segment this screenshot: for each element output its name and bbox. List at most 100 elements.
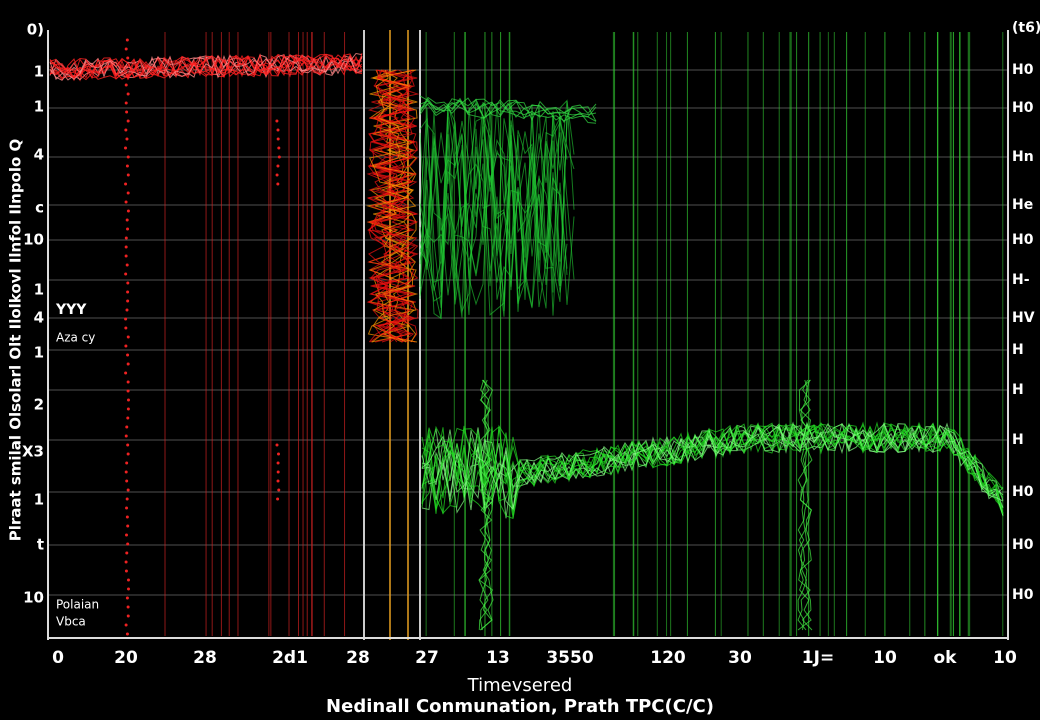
labels: 0) 1 1 4 c 10 1 4 1 2 X3 1 t 10 (t6) H0 H0 Hn He H0 H- HV H H H H… [22,20,1040,668]
trace [797,379,811,631]
dot [125,137,129,141]
dot [126,191,130,195]
left-axis-title: Plraat smilal Olsolarl Olt Ilolkovl Ilnf… [7,139,25,542]
trace [419,106,568,308]
traces [49,52,1004,631]
left-tick-label: 1 [34,281,44,299]
dot [126,92,130,96]
left-tick-label: 1 [34,63,44,81]
right-tick-label: H0 [1012,100,1034,116]
bottom-tick-label: 20 [114,648,138,668]
trace [419,121,575,309]
trace [421,423,1004,514]
trace [419,126,568,320]
dot [125,596,129,600]
bottom-tick-label: 10 [993,648,1017,668]
dot [124,470,128,474]
left-tick-label: 10 [23,231,44,249]
dot [276,479,280,483]
dot [124,272,128,276]
annotation: YYY [55,302,87,318]
right-tick-label: (t6) [1012,20,1040,36]
dot [124,182,128,186]
dot [277,488,281,492]
trace [366,69,419,343]
dot [124,83,128,87]
dot [125,479,129,483]
dot [126,353,130,357]
dot [126,542,130,546]
bottom-tick-label: 27 [415,648,439,668]
right-tick-label: HV [1012,310,1035,326]
bottom-tick-label: 120 [650,648,686,668]
trace [421,423,1004,511]
left-tick-label: 1 [34,491,44,509]
bottom-tick-label: 30 [728,648,752,668]
trace [478,379,492,631]
trace [419,98,597,119]
dot [275,443,279,447]
dot [126,335,130,339]
trace [419,104,561,302]
right-tick-label: He [1012,197,1033,213]
dot [125,497,129,501]
right-tick-label: H0 [1012,232,1034,248]
dot [126,155,130,159]
dot [276,137,280,141]
left-tick-label: 0) [27,21,44,39]
dot [124,245,128,249]
dot [126,443,130,447]
left-tick-label: 1 [34,98,44,116]
trace [421,422,1004,514]
dot [124,317,128,321]
dot [275,173,279,177]
annotation: Polaian [56,598,99,612]
dot [124,128,128,132]
annotation: Vbca [56,615,86,629]
dot [276,497,280,501]
left-tick-label: 2 [34,396,44,414]
bottom-tick-label: ok [934,648,958,668]
dot [276,461,280,465]
dot [124,344,128,348]
dot [125,110,129,114]
trace [366,69,419,343]
left-tick-label: X3 [22,443,44,461]
dot [126,173,130,177]
left-tick-label: t [37,536,44,554]
trace [367,69,418,343]
bottom-tick-label: 0 [52,648,64,668]
trace [419,99,597,122]
dot [276,182,280,186]
right-tick-label: H [1012,382,1024,398]
bottom-tick-label: 10 [873,648,897,668]
trace [49,52,363,80]
dot [124,371,128,375]
trace [49,53,363,82]
dot [126,56,130,60]
dot [276,470,280,474]
dot [125,308,129,312]
trace [419,101,568,308]
trace [49,53,363,80]
dot [124,569,128,573]
trace [421,421,1004,514]
trace [49,53,363,80]
right-tick-label: H0 [1012,62,1034,78]
dot [124,254,128,258]
dot [125,164,129,168]
dot [124,200,128,204]
dot [124,47,128,51]
subtitle: Nedinall Conmunation, Prath TPC(C/C) [326,696,714,717]
dot [277,146,281,150]
dot [126,281,130,285]
dot [124,146,128,150]
left-tick-label: 4 [34,309,44,327]
trace [421,421,1004,514]
dot [126,614,130,618]
dot [125,461,129,465]
dot [126,407,130,411]
dot [126,587,130,591]
dot [125,632,129,636]
